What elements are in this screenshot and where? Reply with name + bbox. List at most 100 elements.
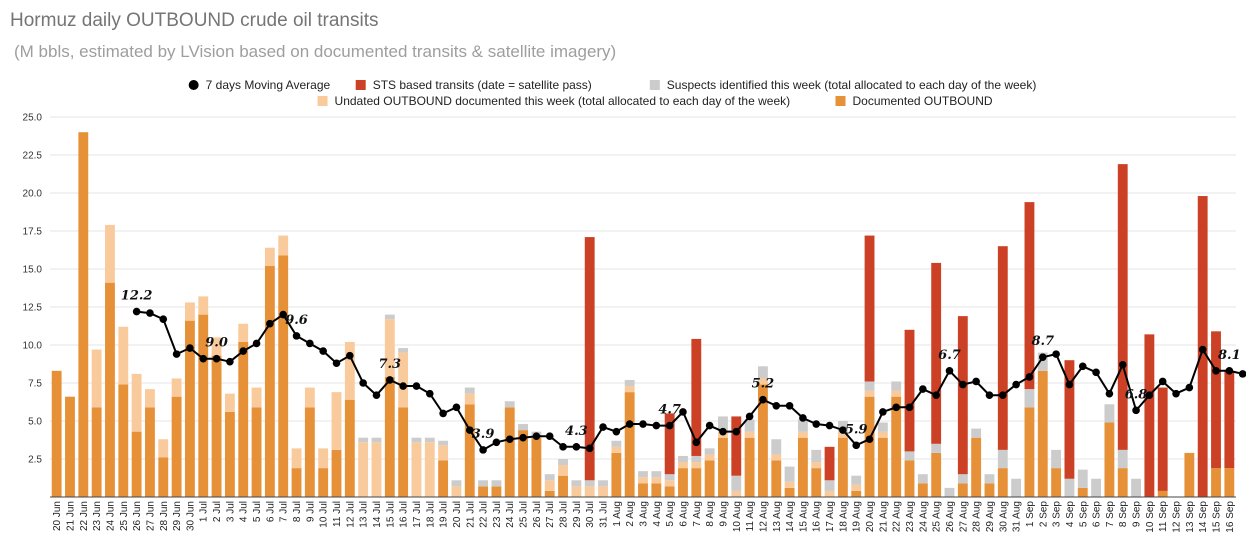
- bar-suspects: [864, 381, 875, 391]
- x-tick-label: 10 Aug: [732, 501, 743, 532]
- moving-average-point: [1092, 368, 1100, 377]
- moving-average-point: [639, 420, 647, 428]
- y-tick-label: 15.0: [23, 265, 43, 276]
- bar-suspects: [384, 314, 395, 320]
- moving-average-point: [865, 435, 874, 444]
- x-tick-label: 12 Sep: [1172, 501, 1183, 533]
- moving-average-point: [825, 421, 834, 430]
- x-tick-label: 14 Aug: [785, 501, 796, 532]
- bar-undated: [105, 224, 115, 283]
- legend-label: 7 days Moving Average: [206, 78, 331, 92]
- x-tick-label: 31 Jul: [599, 501, 610, 528]
- legend-swatch-documented: [835, 96, 846, 106]
- y-tick-label: 22.5: [23, 151, 43, 162]
- bar-documented: [304, 407, 315, 497]
- bar-documented: [171, 396, 182, 497]
- bar-documented: [891, 396, 902, 497]
- x-tick-label: 23 Aug: [905, 501, 916, 532]
- bar-undated: [691, 462, 702, 469]
- bar-undated: [411, 442, 422, 497]
- legend-swatch-suspects: [649, 80, 660, 90]
- moving-average-point: [386, 376, 394, 384]
- bar-suspects: [558, 459, 568, 466]
- moving-average-point: [559, 443, 567, 451]
- bar-undated: [598, 486, 608, 497]
- bars: [51, 132, 1235, 498]
- bar-suspects: [891, 381, 902, 391]
- x-tick-label: 2 Sep: [1038, 501, 1049, 528]
- bar-documented: [691, 468, 702, 497]
- bar-undated: [744, 431, 755, 438]
- bar-documented: [118, 384, 129, 497]
- bar-suspects: [851, 475, 862, 485]
- x-tick-label: 17 Jul: [412, 501, 423, 528]
- x-tick-label: 24 Aug: [918, 501, 929, 532]
- x-tick-label: 29 Jun: [172, 501, 183, 531]
- bar-undated: [251, 387, 262, 408]
- bar-documented: [558, 475, 568, 497]
- bar-undated: [824, 490, 835, 497]
- annotation-label: 6.8: [1125, 387, 1148, 402]
- bar-suspects: [358, 437, 369, 443]
- x-tick-label: 14 Sep: [1198, 501, 1209, 533]
- bar-sts: [731, 416, 742, 476]
- bar-suspects: [1024, 389, 1035, 408]
- x-tick-label: 16 Sep: [1225, 501, 1236, 533]
- bar-undated: [731, 490, 742, 497]
- y-axis: 2.5 5.0 7.5 10.0 12.5 15.0 17.5 20.0 22.5 25.0: [23, 113, 43, 466]
- legend-swatch-undated: [317, 96, 328, 106]
- moving-average-point: [479, 446, 487, 454]
- moving-average-point: [959, 380, 967, 389]
- moving-average-point: [1145, 391, 1154, 399]
- annotation-label: 4.7: [658, 403, 681, 418]
- annotation-label: 9.6: [285, 313, 308, 328]
- bar-undated: [624, 386, 635, 393]
- bar-documented: [758, 384, 768, 497]
- bar-documented: [131, 431, 142, 497]
- moving-average-point: [505, 435, 514, 444]
- bar-suspects: [824, 480, 835, 491]
- bar-suspects: [1051, 449, 1062, 469]
- x-tick-label: 10 Sep: [1145, 501, 1156, 533]
- x-tick-label: 17 Aug: [825, 501, 836, 532]
- x-tick-label: 30 Jun: [185, 501, 196, 531]
- bar-undated: [318, 448, 329, 469]
- bar-documented: [65, 396, 75, 497]
- bar-sts: [584, 237, 595, 481]
- bar-sts: [1211, 331, 1221, 469]
- bar-undated: [424, 442, 435, 497]
- bar-documented: [1117, 468, 1128, 497]
- bar-suspects: [398, 348, 409, 353]
- moving-average-point: [465, 426, 474, 434]
- x-tick-label: 2 Jul: [212, 501, 223, 522]
- annotation-label: 4.3: [565, 424, 588, 439]
- bar-suspects: [731, 475, 742, 491]
- moving-average-point: [905, 403, 914, 412]
- moving-average-point: [612, 427, 621, 436]
- bar-documented: [704, 460, 715, 497]
- annotation-label: 7.3: [378, 357, 401, 372]
- moving-average-point: [998, 391, 1007, 399]
- bar-suspects: [771, 439, 782, 455]
- moving-average-point: [545, 432, 554, 441]
- legend-label: STS based transits (date = satellite pas…: [373, 78, 592, 92]
- moving-average-point: [1012, 380, 1020, 389]
- bar-undated: [198, 296, 209, 315]
- x-tick-label: 18 Aug: [838, 501, 849, 532]
- bar-undated: [358, 442, 369, 497]
- moving-average-point: [372, 391, 381, 399]
- bar-undated: [171, 378, 182, 397]
- moving-average-point: [1118, 360, 1127, 369]
- bar-documented: [678, 468, 688, 497]
- bar-sts: [1157, 387, 1168, 491]
- bar-suspects: [1037, 352, 1048, 371]
- moving-average-point: [679, 408, 687, 416]
- bar-suspects: [1011, 478, 1022, 497]
- moving-average-path: [136, 310, 1243, 452]
- bar-documented: [331, 449, 342, 497]
- moving-average-point: [1172, 389, 1180, 398]
- chart-title: Hormuz daily OUTBOUND crude oil transits: [10, 10, 379, 31]
- bar-suspects: [1104, 404, 1115, 423]
- bar-undated: [384, 319, 395, 377]
- bar-documented: [1184, 452, 1195, 497]
